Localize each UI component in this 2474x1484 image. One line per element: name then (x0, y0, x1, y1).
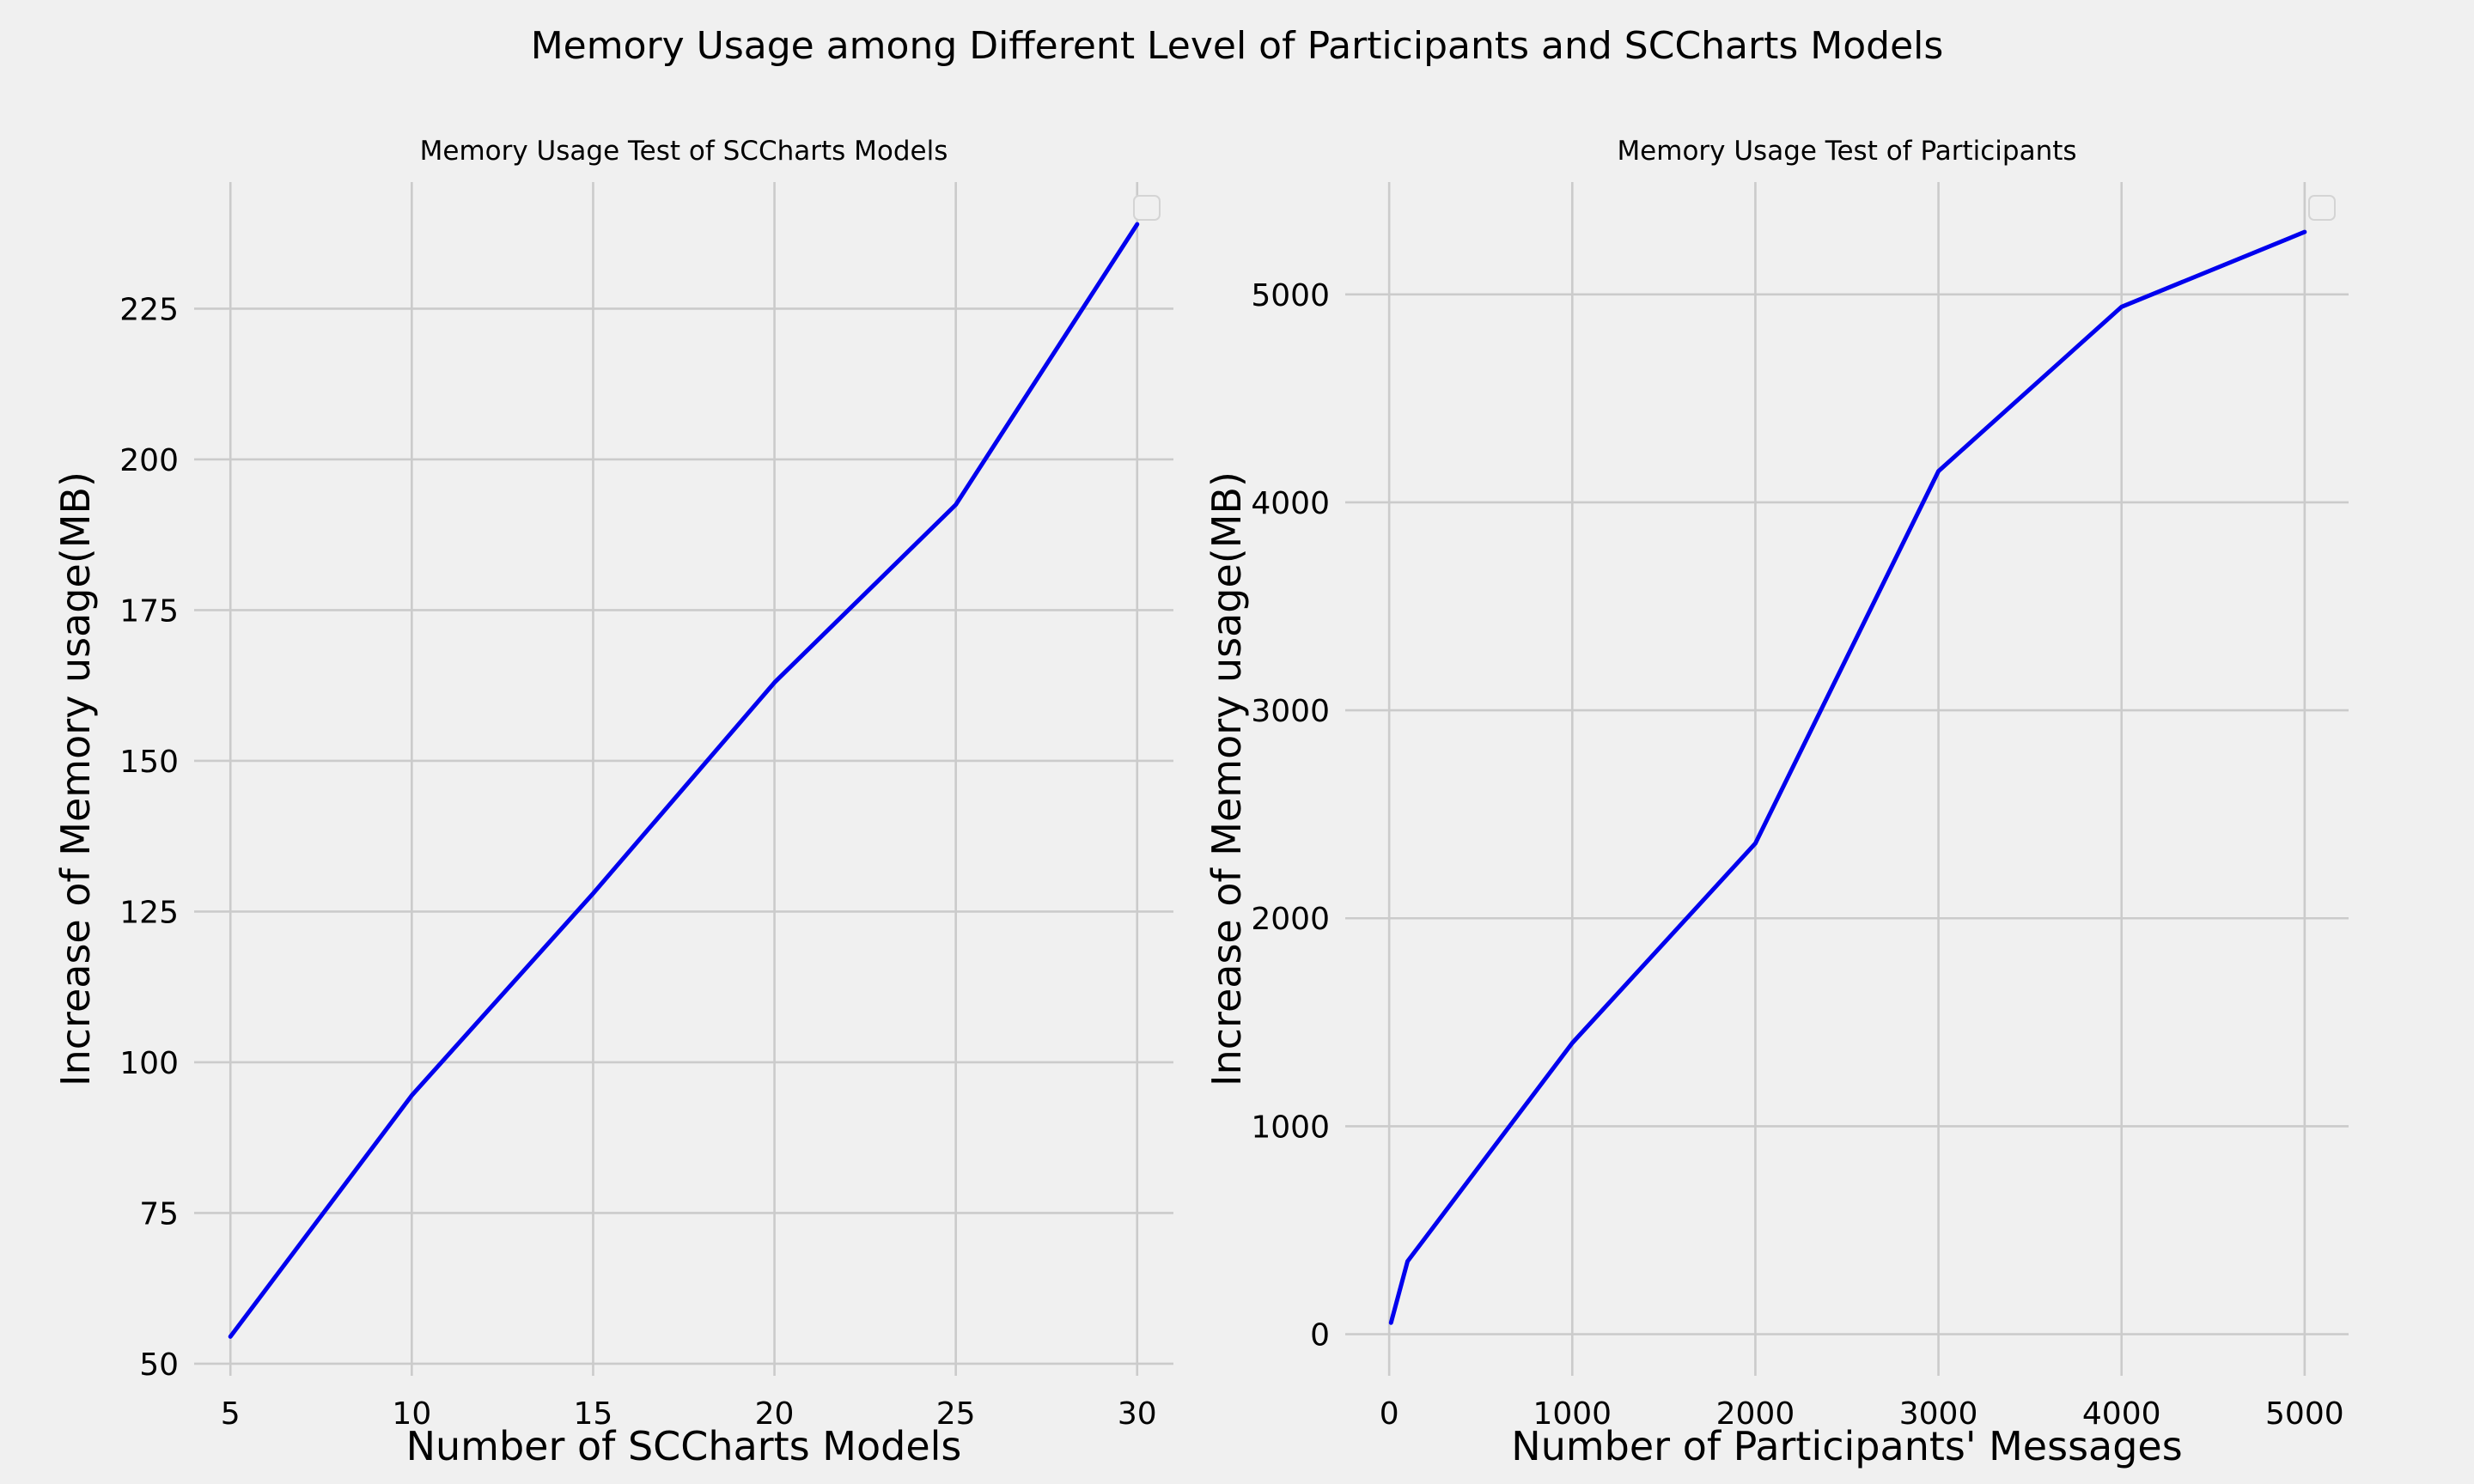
x-tick-label: 0 (1380, 1396, 1399, 1432)
x-tick-label: 20 (755, 1396, 795, 1432)
x-tick-label: 5000 (2265, 1396, 2344, 1432)
data-point (1569, 1041, 1575, 1046)
y-tick-label: 5000 (1251, 278, 1330, 313)
series-line (228, 222, 1140, 1339)
legend-box (2308, 195, 2336, 221)
x-axis-label: Number of SCCharts Models (406, 1423, 962, 1469)
data-point (1405, 1259, 1410, 1264)
y-tick-label: 50 (139, 1347, 179, 1383)
chart-memory-sccharts-models: 5 10 15 20 25 30 50 75 100 125 150 175 200 225 Memory … (52, 136, 1173, 1469)
data-point (1752, 841, 1758, 846)
y-tick-label: 225 (119, 292, 179, 327)
y-tick-label: 125 (119, 895, 179, 930)
y-tick-label: 4000 (1251, 486, 1330, 521)
x-tick-label: 10 (392, 1396, 431, 1432)
x-tick-label: 1000 (1533, 1396, 1612, 1432)
x-tick-label: 25 (936, 1396, 976, 1432)
data-point (228, 1334, 233, 1339)
y-tick-label: 175 (119, 593, 179, 629)
x-tick-label: 2000 (1716, 1396, 1795, 1432)
x-tick-label: 30 (1118, 1396, 1157, 1432)
x-tick-label: 15 (574, 1396, 613, 1432)
y-tick-label: 3000 (1251, 694, 1330, 729)
data-point (1936, 469, 1941, 474)
data-point (1135, 222, 1140, 227)
figure-title: Memory Usage among Different Level of Pa… (531, 24, 1944, 68)
x-axis-label: Number of Participants' Messages (1511, 1423, 2182, 1469)
chart-title: Memory Usage Test of SCCharts Models (420, 136, 948, 167)
x-tick-label: 4000 (2082, 1396, 2161, 1432)
legend-box (1133, 195, 1161, 221)
y-tick-label: 75 (139, 1196, 179, 1232)
data-point (2302, 229, 2307, 234)
chart-memory-participants: 0 1000 2000 3000 4000 5000 0 1000 2000 3000 4000 50… (1203, 136, 2349, 1469)
data-point (590, 891, 595, 896)
x-tick-label: 5 (221, 1396, 241, 1432)
y-tick-label: 150 (119, 745, 179, 780)
data-point (772, 680, 777, 685)
data-point (1388, 1320, 1393, 1325)
y-tick-label: 200 (119, 443, 179, 478)
chart-title: Memory Usage Test of Participants (1617, 136, 2076, 167)
data-point (409, 1093, 414, 1098)
data-point (2119, 304, 2124, 309)
y-tick-label: 2000 (1251, 902, 1330, 937)
y-tick-label: 100 (119, 1046, 179, 1081)
y-axis-label: Increase of Memory usage(MB) (52, 471, 99, 1086)
series-line (1388, 229, 2307, 1325)
y-axis-label: Increase of Memory usage(MB) (1203, 471, 1250, 1086)
data-point (954, 502, 959, 508)
y-tick-label: 0 (1310, 1318, 1330, 1353)
x-tick-label: 3000 (1899, 1396, 1978, 1432)
y-tick-label: 1000 (1251, 1110, 1330, 1145)
